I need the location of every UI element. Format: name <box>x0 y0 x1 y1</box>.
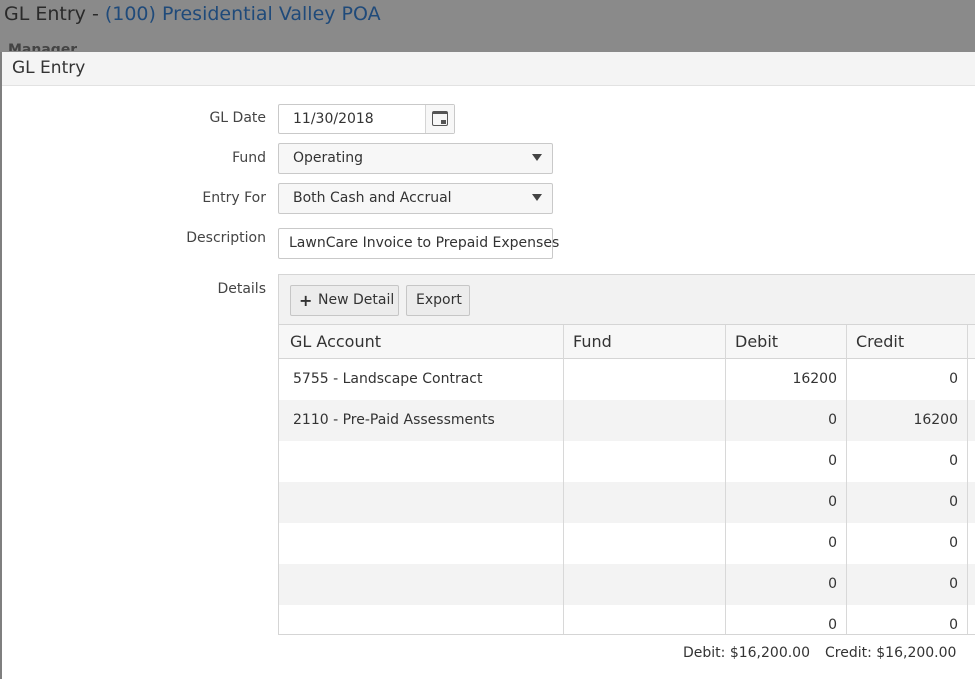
new-detail-label: New Detail <box>318 292 395 308</box>
dialog-title: GL Entry <box>12 58 86 78</box>
gl-account-cell: 2110 - Pre-Paid Assessments <box>293 412 495 428</box>
column-divider <box>846 325 847 634</box>
credit-cell: 0 <box>949 576 958 592</box>
grid-header: GL Account Fund Debit Credit <box>279 325 975 359</box>
details-grid: 5755 - Landscape Contract 16200 0 2110 -… <box>279 324 975 634</box>
plus-icon: + <box>299 291 313 310</box>
fund-label: Fund <box>232 150 266 166</box>
table-row[interactable]: 0 0 <box>279 523 975 564</box>
credit-cell: 0 <box>949 371 958 387</box>
fund-select[interactable]: Operating <box>278 143 553 174</box>
page-title: GL Entry - (100) Presidential Valley POA <box>4 3 381 25</box>
details-panel: + New Detail Export 5755 - Landscape Con… <box>278 274 975 635</box>
details-label: Details <box>217 281 266 297</box>
chevron-down-icon <box>532 154 542 161</box>
debit-cell: 0 <box>828 494 837 510</box>
credit-cell: 0 <box>949 494 958 510</box>
calendar-button[interactable] <box>425 105 454 133</box>
debit-cell: 0 <box>828 453 837 469</box>
gl-date-value: 11/30/2018 <box>293 111 374 127</box>
calendar-icon <box>432 111 448 126</box>
column-divider <box>725 325 726 634</box>
export-button[interactable]: Export <box>406 285 470 316</box>
dialog-header: GL Entry <box>2 52 975 86</box>
gl-account-cell: 5755 - Landscape Contract <box>293 371 483 387</box>
credit-cell: 0 <box>949 535 958 551</box>
description-label: Description <box>186 230 266 246</box>
description-value: LawnCare Invoice to Prepaid Expenses <box>289 235 560 251</box>
gl-date-input[interactable]: 11/30/2018 <box>278 104 455 134</box>
column-header-debit[interactable]: Debit <box>735 332 779 351</box>
gl-date-label: GL Date <box>209 110 266 126</box>
table-row[interactable]: 0 0 <box>279 482 975 523</box>
entry-for-label: Entry For <box>202 190 266 206</box>
fund-select-value: Operating <box>293 150 363 166</box>
column-header-credit[interactable]: Credit <box>856 332 905 351</box>
debit-cell: 0 <box>828 535 837 551</box>
table-row[interactable]: 0 0 <box>279 441 975 482</box>
page-header: GL Entry - (100) Presidential Valley POA… <box>0 0 975 52</box>
column-header-gl-account[interactable]: GL Account <box>290 332 381 351</box>
total-credit: Credit: $16,200.00 <box>825 645 957 661</box>
column-header-fund[interactable]: Fund <box>573 332 612 351</box>
association-name: (100) Presidential Valley POA <box>104 3 381 25</box>
background-manager-label: Manager <box>8 42 78 51</box>
credit-cell: 16200 <box>913 412 958 428</box>
new-detail-button[interactable]: + New Detail <box>290 285 399 316</box>
column-divider <box>967 325 968 634</box>
debit-cell: 0 <box>828 617 837 633</box>
description-input[interactable]: LawnCare Invoice to Prepaid Expenses <box>278 228 559 259</box>
export-label: Export <box>416 292 462 308</box>
entry-for-select-value: Both Cash and Accrual <box>293 190 452 206</box>
page-title-prefix: GL Entry - <box>4 3 105 25</box>
credit-cell: 0 <box>949 617 958 633</box>
debit-cell: 0 <box>828 412 837 428</box>
entry-for-select[interactable]: Both Cash and Accrual <box>278 183 553 214</box>
column-divider <box>563 325 564 634</box>
table-row[interactable]: 0 0 <box>279 605 975 634</box>
table-row[interactable]: 5755 - Landscape Contract 16200 0 <box>279 359 975 400</box>
debit-cell: 0 <box>828 576 837 592</box>
chevron-down-icon <box>532 194 542 201</box>
gl-entry-dialog: GL Entry GL Date 11/30/2018 Fund Operati… <box>2 52 975 679</box>
debit-cell: 16200 <box>792 371 837 387</box>
credit-cell: 0 <box>949 453 958 469</box>
total-debit: Debit: $16,200.00 <box>683 645 810 661</box>
table-row[interactable]: 0 0 <box>279 564 975 605</box>
table-row[interactable]: 2110 - Pre-Paid Assessments 0 16200 <box>279 400 975 441</box>
